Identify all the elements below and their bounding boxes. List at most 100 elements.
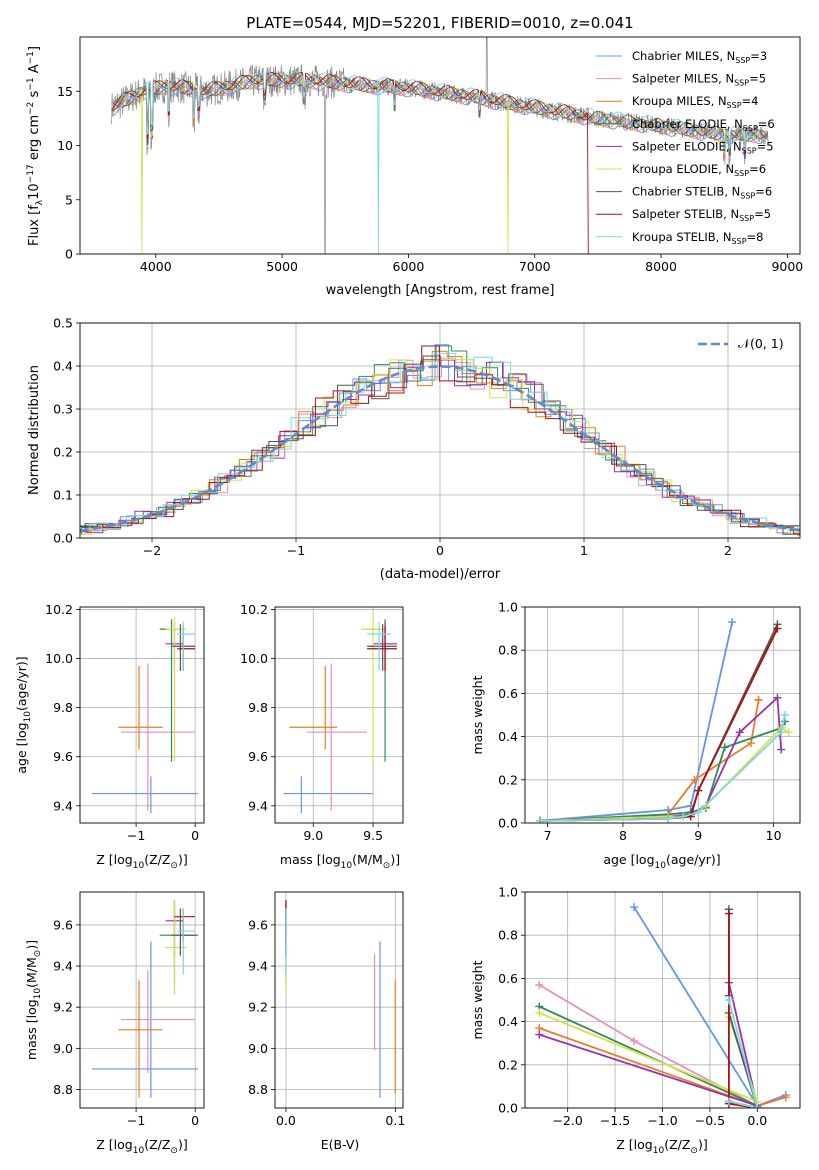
model-spectrum-1	[111, 77, 769, 161]
label-part: Chabrier MILES, N	[632, 49, 735, 63]
mass-weight-marker	[777, 745, 786, 754]
label-part: SSP	[742, 146, 757, 155]
label-part: Flux [f	[27, 205, 42, 246]
plot-area	[536, 618, 793, 823]
axes-0: 4000 5000 6000 7000 8000 9000 0 5 10 15	[57, 36, 803, 274]
y-tick-label: 1.0	[498, 885, 518, 900]
plot-area	[80, 344, 800, 536]
label-part: 10	[27, 183, 42, 200]
legend-label: Kroupa STELIB, NSSP=8	[632, 230, 763, 246]
label-part: Salpeter ELODIE, N	[632, 139, 742, 153]
label-part: =3	[750, 49, 767, 63]
mass-weight-marker	[679, 812, 688, 821]
plot-area	[285, 900, 396, 1098]
y-tick-label: 9.4	[248, 798, 268, 813]
y-tick-label: 9.6	[53, 749, 73, 764]
label-part: 10	[655, 861, 667, 871]
label-part: =8	[747, 230, 764, 244]
label-part: s	[27, 90, 42, 101]
y-tick-label: 10.2	[240, 602, 268, 617]
axes-frame	[79, 36, 801, 255]
y-axis-label: age [log10(age/yr)]	[14, 656, 33, 773]
x-tick-label: −1	[127, 1113, 145, 1128]
y-tick-label: 10.2	[45, 602, 73, 617]
legend-label: Chabrier ELODIE, NSSP=6	[632, 117, 775, 133]
residual-histogram-5	[80, 359, 800, 535]
x-tick-label: 0	[191, 828, 199, 843]
legend-label: Salpeter ELODIE, NSSP=5	[632, 139, 774, 155]
label-part: SSP	[739, 214, 754, 223]
axes-5: −1 0 8.8 9.0 9.2 9.4 9.6	[53, 891, 205, 1128]
label-part: (age/yr)]	[14, 656, 29, 711]
y-tick-label: 9.4	[53, 959, 73, 974]
x-axis-label: age [log10(age/yr)]	[603, 852, 720, 871]
label-part: =4	[742, 94, 759, 108]
mass-weight-marker	[773, 693, 782, 702]
plot-area	[283, 616, 398, 814]
y-tick-label: 10.0	[240, 651, 268, 666]
mass-weight-line-6	[540, 623, 779, 822]
y-axis-label: Flux [fλ10−17 erg cm−2 s−1 A−1]	[26, 46, 45, 246]
x-tick-label: −1	[127, 828, 145, 843]
mass-weight-marker	[536, 816, 545, 823]
y-tick-label: 9.4	[248, 959, 268, 974]
label-part: Z [log	[96, 1137, 132, 1152]
x-tick-label: 5000	[266, 259, 298, 274]
mass-weight-line-5	[538, 1012, 759, 1104]
axes-frame	[274, 891, 404, 1109]
y-tick-label: 0.8	[498, 643, 518, 658]
x-axis-label: E(B-V)	[321, 1137, 360, 1152]
y-tick-label: 9.4	[53, 798, 73, 813]
mass-weight-marker	[694, 808, 703, 817]
label-part: (Z/Z	[664, 1137, 690, 1152]
mass-weight-marker	[754, 695, 763, 704]
mass-weight-marker	[724, 996, 733, 1004]
x-tick-label: 2	[724, 543, 732, 558]
label-part: −17	[26, 164, 36, 183]
plot-area	[91, 616, 199, 814]
label-part: 10	[341, 861, 353, 871]
normal-reference-curve	[80, 365, 800, 532]
mass-weight-line-6	[728, 909, 759, 1108]
legend-label: 𝒩(0, 1)	[738, 336, 784, 351]
model-spectrum-6	[111, 72, 769, 157]
label-part: ⊙	[383, 861, 391, 871]
y-tick-label: 10.0	[45, 651, 73, 666]
label-part: SSP	[732, 237, 747, 246]
x-tick-label: 7	[544, 828, 552, 843]
axes-frame	[79, 606, 205, 824]
y-tick-label: 0.6	[498, 686, 518, 701]
mass-weight-marker	[694, 786, 703, 795]
x-tick-label: 8	[619, 828, 627, 843]
x-axis-label: mass [log10(M/M⊙)]	[280, 852, 400, 871]
mass-weight-marker	[773, 624, 782, 633]
x-tick-label: 0	[191, 1113, 199, 1128]
label-part: )]	[178, 852, 188, 867]
model-spectrum-4	[111, 74, 769, 157]
mass-weight-line-8	[728, 999, 759, 1108]
mass-weight-marker	[753, 1104, 762, 1108]
y-tick-label: 0.8	[498, 928, 518, 943]
axes-frame	[524, 891, 801, 1109]
axes-6: 0.0 0.1 8.8 9.0 9.2 9.4 9.6	[248, 891, 405, 1128]
label-part: age [log	[603, 852, 654, 867]
x-tick-label: 9.0	[303, 828, 323, 843]
legend-label: Chabrier MILES, NSSP=3	[632, 49, 767, 65]
y-tick-label: 9.2	[53, 1000, 73, 1015]
x-tick-label: 0	[436, 543, 444, 558]
y-axis-label: mass [log10(M/M⊙)]	[24, 940, 43, 1060]
x-tick-label: 9000	[771, 259, 803, 274]
x-axis-label: Z [log10(Z/Z⊙)]	[616, 1137, 707, 1156]
label-part: )]	[698, 1137, 708, 1152]
y-tick-label: 9.8	[53, 700, 73, 715]
y-tick-label: 5	[65, 192, 73, 207]
mass-weight-marker	[724, 909, 733, 918]
mass-weight-marker	[630, 1037, 639, 1046]
mass-weight-marker	[735, 728, 744, 737]
y-tick-label: 0.0	[498, 1101, 518, 1116]
y-tick-label: 9.8	[248, 700, 268, 715]
mass-weight-marker	[777, 728, 786, 737]
label-part: (age/yr)]	[666, 852, 721, 867]
label-part: age [log	[14, 722, 29, 773]
label-part: Chabrier STELIB, N	[632, 185, 740, 199]
